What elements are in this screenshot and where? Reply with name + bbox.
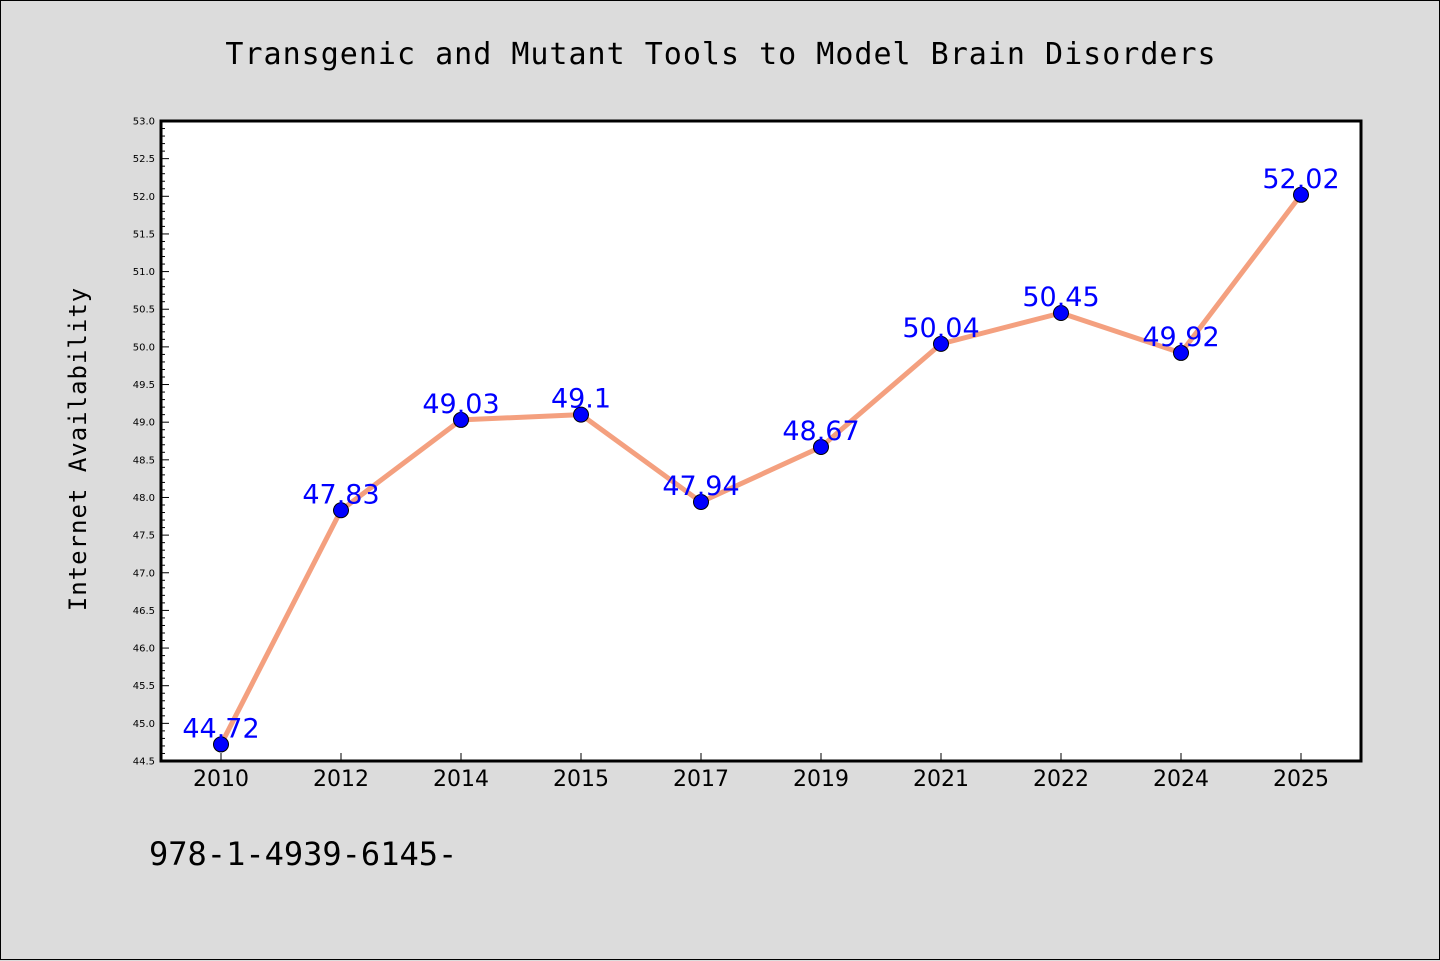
y-tick-label: 44.5: [133, 757, 155, 768]
data-point: [1053, 305, 1069, 321]
data-label: 50.45: [1022, 282, 1099, 313]
x-tick-label: 2010: [193, 767, 249, 792]
y-tick-label: 48.5: [133, 455, 155, 466]
y-tick-label: 53.0: [133, 117, 155, 128]
data-point: [693, 493, 709, 510]
x-tick-label: 2014: [433, 767, 489, 792]
data-label: 49.03: [422, 389, 499, 420]
data-point: [453, 411, 469, 428]
data-point: [1293, 186, 1309, 203]
data-point: [213, 736, 229, 753]
data-label: 52.02: [1262, 164, 1339, 195]
data-label: 48.67: [782, 416, 859, 447]
x-tick-label: 2024: [1153, 767, 1209, 792]
y-tick-label: 46.5: [133, 606, 155, 617]
y-tick-label: 50.0: [133, 342, 155, 353]
x-tick-label: 2022: [1033, 767, 1089, 792]
y-tick-label: 49.5: [133, 380, 155, 391]
data-label: 50.04: [902, 313, 979, 344]
x-tick-label: 2017: [673, 767, 729, 792]
y-tick-label: 51.5: [133, 229, 155, 240]
data-point: [813, 439, 829, 456]
y-tick-label: 47.0: [133, 568, 155, 579]
isbn-footer: 978-1-4939-6145-: [149, 835, 457, 873]
data-label: 47.83: [302, 479, 379, 510]
x-axis-ticks: 2010 2012 2014 2015 2017 2019 2021 2022 2024 2025: [193, 753, 1329, 792]
data-point: [333, 502, 349, 519]
data-point: [1173, 344, 1189, 361]
series-line: [218, 192, 1304, 747]
plot-border: [159, 119, 1363, 763]
y-tick-label: 51.0: [133, 267, 155, 278]
data-markers: [213, 186, 1309, 753]
x-tick-label: 2012: [313, 767, 369, 792]
x-tick-label: 2025: [1273, 767, 1329, 792]
y-tick-label: 52.0: [133, 192, 155, 203]
data-point: [933, 335, 949, 352]
data-label: 49.1: [551, 384, 611, 415]
chart-title: Transgenic and Mutant Tools to Model Bra…: [225, 37, 1216, 72]
y-tick-label: 47.5: [133, 531, 155, 542]
y-tick-label: 46.0: [133, 644, 155, 655]
data-labels: 44.72 47.83 49.03 49.1 47.94 48.67 50.04 50.45 4…: [182, 164, 1339, 745]
data-label: 47.94: [662, 471, 739, 502]
y-tick-label: 50.5: [133, 305, 155, 316]
y-tick-label: 45.5: [133, 681, 155, 692]
y-tick-label: 48.0: [133, 493, 155, 504]
x-tick-label: 2015: [553, 767, 609, 792]
series-line-group: [218, 192, 1304, 747]
data-point: [573, 406, 589, 423]
y-axis-label: Internet Availability: [64, 287, 92, 611]
x-tick-label: 2021: [913, 767, 969, 792]
plot-area: [161, 121, 1361, 761]
x-tick-label: 2019: [793, 767, 849, 792]
data-label: 49.92: [1142, 322, 1219, 353]
data-label: 44.72: [182, 713, 259, 744]
y-tick-label: 52.5: [133, 154, 155, 165]
y-tick-label: 49.0: [133, 418, 155, 429]
y-tick-label: 45.0: [133, 719, 155, 730]
